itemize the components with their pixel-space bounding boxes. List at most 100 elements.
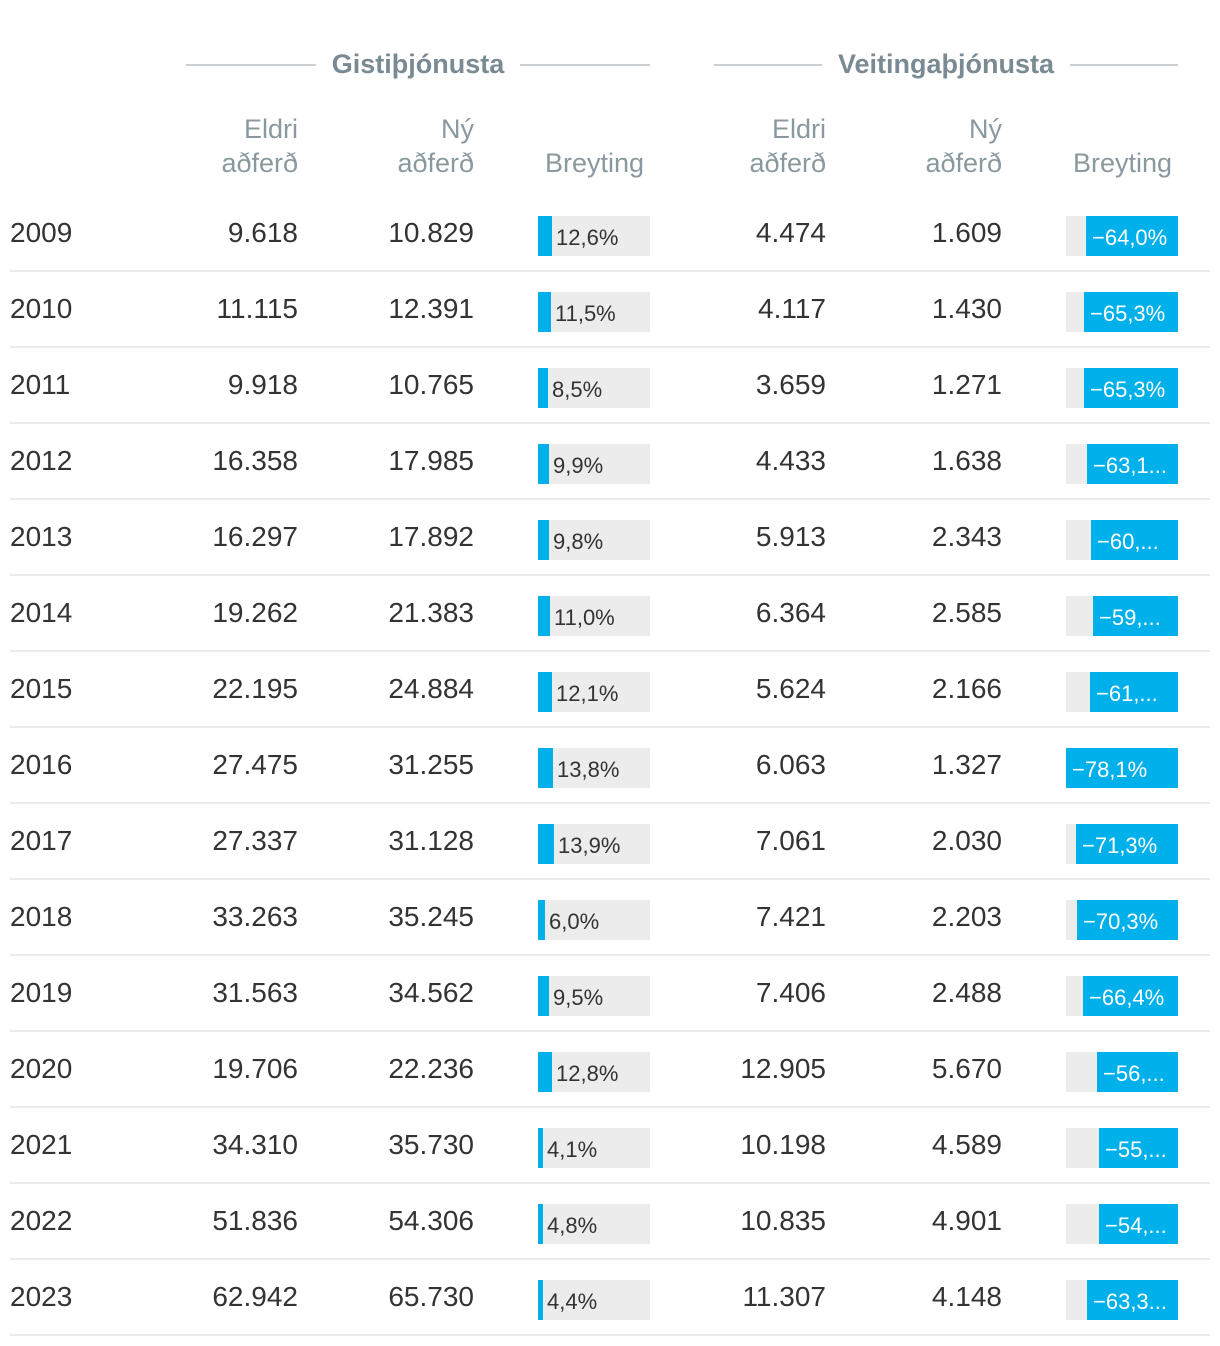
v-change-bar <box>1077 900 1178 940</box>
v-change-bar <box>1076 824 1178 864</box>
group-title-veitinga: Veitingaþjónusta <box>714 44 1178 84</box>
col-head-g-old-line2: aðferð <box>221 148 298 178</box>
v-new-cell: 2.166 <box>931 673 1002 704</box>
row-divider <box>10 1258 1210 1260</box>
g-change-label: 11,0% <box>554 605 615 630</box>
g-new-cell: 35.730 <box>388 1129 474 1160</box>
v-change-label: −60,... <box>1097 529 1159 554</box>
g-change-bar <box>538 672 552 712</box>
g-change-label: 4,8% <box>547 1213 598 1238</box>
v-old-cell: 5.624 <box>755 673 826 704</box>
v-old-cell: 3.659 <box>755 369 826 400</box>
v-old-cell: 6.364 <box>755 597 826 628</box>
g-change-bar <box>538 444 549 484</box>
year-cell: 2016 <box>10 749 73 780</box>
g-change-bar <box>538 292 551 332</box>
g-change-bar-track: 11,5% <box>538 292 650 332</box>
table-row: 2015 22.195 24.884 5.624 2.166 12,1% −61,... <box>10 652 1210 728</box>
g-new-cell: 10.829 <box>388 217 474 248</box>
year-cell: 2019 <box>10 977 73 1008</box>
g-change-bar-track: 12,1% <box>538 672 650 712</box>
v-old-cell: 4.433 <box>755 445 826 476</box>
v-new-cell: 4.589 <box>931 1129 1002 1160</box>
v-change-label: −63,1... <box>1093 453 1168 478</box>
g-change-bar-track: 13,9% <box>538 824 650 864</box>
g-change-bar-track: 8,5% <box>538 368 650 408</box>
g-old-cell: 9.918 <box>227 369 298 400</box>
v-change-bar-track: −63,1... <box>1066 444 1178 484</box>
g-new-cell: 34.562 <box>388 977 474 1008</box>
v-old-cell: 10.835 <box>740 1205 826 1236</box>
g-old-cell: 34.310 <box>212 1129 298 1160</box>
g-change-label: 13,9% <box>558 833 621 858</box>
row-divider <box>10 422 1210 424</box>
g-new-cell: 65.730 <box>388 1281 474 1312</box>
v-change-bar <box>1087 1280 1178 1320</box>
v-change-label: −54,... <box>1105 1213 1167 1238</box>
year-cell: 2015 <box>10 673 73 704</box>
v-change-label: −64,0% <box>1092 225 1168 250</box>
g-change-label: 6,0% <box>549 909 600 934</box>
v-new-cell: 2.030 <box>931 825 1002 856</box>
v-new-cell: 5.670 <box>931 1053 1002 1084</box>
row-divider <box>10 1106 1210 1108</box>
g-change-bar <box>538 748 553 788</box>
col-head-g-new: Ný aðferð <box>397 112 474 180</box>
g-change-label: 12,1% <box>556 681 619 706</box>
v-new-cell: 1.638 <box>931 445 1002 476</box>
col-head-v-change: Breyting <box>1072 148 1172 178</box>
col-head-v-new-line2: aðferð <box>925 148 1002 178</box>
g-change-label: 9,9% <box>553 453 604 478</box>
v-change-label: −65,3% <box>1090 301 1166 326</box>
table-row: 2016 27.475 31.255 6.063 1.327 13,8% −78,1% <box>10 728 1210 804</box>
g-change-bar-track: 4,1% <box>538 1128 650 1168</box>
row-divider <box>10 726 1210 728</box>
g-new-cell: 24.884 <box>388 673 474 704</box>
row-divider <box>10 574 1210 576</box>
g-change-bar <box>538 1052 552 1092</box>
v-change-bar-track: −63,3... <box>1066 1280 1178 1320</box>
row-divider <box>10 954 1210 956</box>
table-row: 2022 51.836 54.306 10.835 4.901 4,8% −54,... <box>10 1184 1210 1260</box>
group-header-gisti: Gistiþjónusta <box>186 44 650 84</box>
g-change-bar <box>538 1128 543 1168</box>
v-change-bar <box>1066 748 1178 788</box>
v-new-cell: 2.343 <box>931 521 1002 552</box>
v-new-cell: 2.203 <box>931 901 1002 932</box>
year-cell: 2017 <box>10 825 73 856</box>
col-head-g-new-line2: aðferð <box>397 148 474 178</box>
g-old-cell: 19.262 <box>212 597 298 628</box>
v-change-bar <box>1087 444 1178 484</box>
v-new-cell: 4.148 <box>931 1281 1002 1312</box>
col-head-v-old-line1: Eldri <box>771 114 826 144</box>
v-change-label: −65,3% <box>1090 377 1166 402</box>
g-change-bar <box>538 1280 543 1320</box>
v-change-bar-track: −64,0% <box>1066 216 1178 256</box>
v-change-bar-track: −71,3% <box>1066 824 1178 864</box>
v-old-cell: 7.406 <box>755 977 826 1008</box>
group-title-gisti: Gistiþjónusta <box>186 44 650 84</box>
g-change-label: 4,4% <box>547 1289 598 1314</box>
g-old-cell: 27.475 <box>212 749 298 780</box>
g-change-bar-track: 4,8% <box>538 1204 650 1244</box>
table-row: 2021 34.310 35.730 10.198 4.589 4,1% −55,... <box>10 1108 1210 1184</box>
v-change-bar-track: −59,... <box>1066 596 1178 636</box>
year-cell: 2018 <box>10 901 73 932</box>
table-row: 2020 19.706 22.236 12.905 5.670 12,8% −56,... <box>10 1032 1210 1108</box>
g-change-bar-track: 4,4% <box>538 1280 650 1320</box>
v-new-cell: 1.327 <box>931 749 1002 780</box>
g-old-cell: 62.942 <box>212 1281 298 1312</box>
year-cell: 2009 <box>10 217 73 248</box>
v-change-bar-track: −55,... <box>1066 1128 1178 1168</box>
v-new-cell: 1.609 <box>931 217 1002 248</box>
v-change-bar <box>1091 520 1178 560</box>
year-cell: 2021 <box>10 1129 73 1160</box>
g-old-cell: 51.836 <box>212 1205 298 1236</box>
year-cell: 2014 <box>10 597 73 628</box>
v-change-bar-track: −61,... <box>1066 672 1178 712</box>
g-old-cell: 19.706 <box>212 1053 298 1084</box>
group-title-gisti-text: Gistiþjónusta <box>315 49 521 79</box>
g-change-label: 12,6% <box>556 225 619 250</box>
v-change-label: −63,3... <box>1093 1289 1168 1314</box>
g-new-cell: 31.128 <box>388 825 474 856</box>
